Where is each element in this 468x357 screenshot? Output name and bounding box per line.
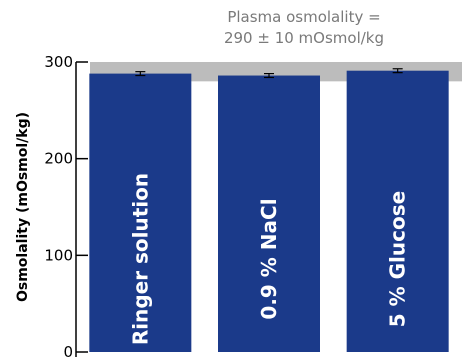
bar <box>218 75 320 353</box>
y-axis-title: Osmolality (mOsmol/kg) <box>15 112 31 302</box>
y-tick-label: 200 <box>44 150 73 168</box>
bar <box>89 73 192 352</box>
annotation-line-2: 290 ± 10 mOsmol/kg <box>223 29 385 47</box>
y-tick-label: 0 <box>63 343 73 357</box>
category-label: 0.9 % NaCl <box>257 198 281 319</box>
bar <box>346 70 449 352</box>
annotation-line-1: Plasma osmolality = <box>227 8 381 26</box>
category-label: 5 % Glucose <box>386 191 410 327</box>
reference-annotation: Plasma osmolality = 290 ± 10 mOsmol/kg <box>180 7 428 49</box>
y-tick-label: 300 <box>44 53 73 71</box>
y-tick-label: 100 <box>44 246 73 264</box>
category-label: Ringer solution <box>128 173 152 345</box>
